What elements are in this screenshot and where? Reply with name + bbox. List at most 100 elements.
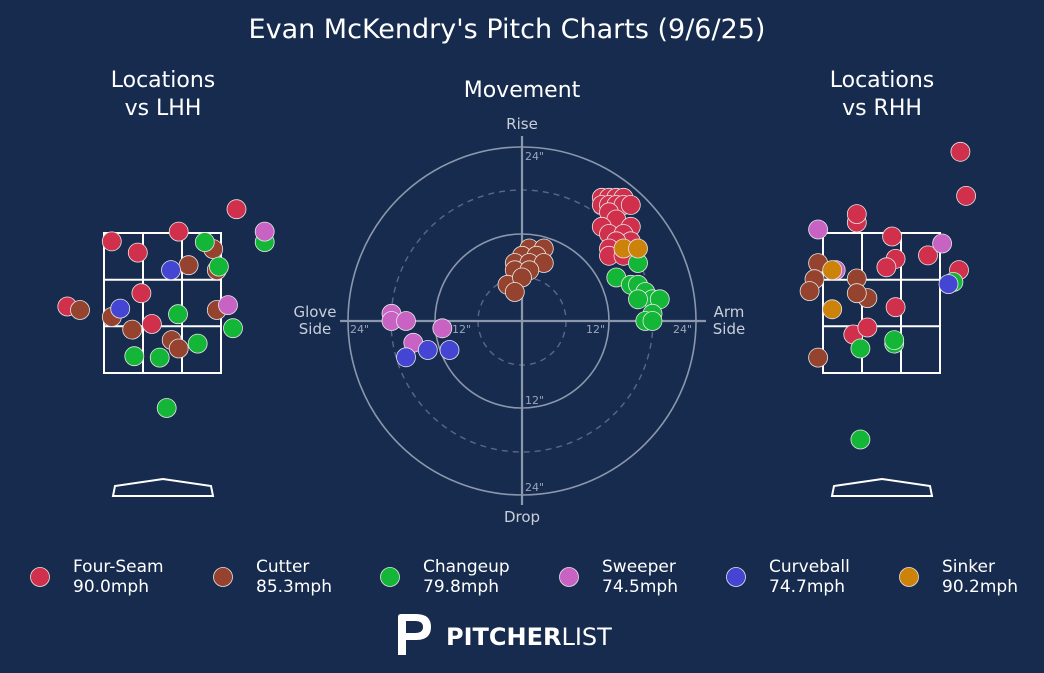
lhh-point-four-seam	[141, 314, 162, 334]
axis-label-arm-line2: Side	[713, 320, 745, 338]
movement-point-cutter	[504, 282, 525, 302]
ring-label-right-24: 24"	[673, 323, 692, 336]
lhh-point-four-seam	[127, 242, 148, 263]
movement-points	[381, 187, 670, 368]
lhh-point-changeup	[194, 232, 215, 253]
lhh-point-cutter	[168, 338, 189, 359]
legend-label-sweeper: Sweeper	[602, 557, 676, 577]
movement-point-four-seam	[620, 195, 641, 215]
legend-swatch-four-seam	[30, 567, 50, 587]
lhh-point-changeup	[156, 398, 177, 418]
rhh-point-cutter	[846, 283, 867, 304]
rhh-point-sweeper	[932, 233, 952, 254]
rhh-location-points	[799, 141, 976, 450]
lhh-point-four-seam	[168, 221, 189, 242]
lhh-point-four-seam	[131, 283, 152, 304]
lhh-point-four-seam	[101, 231, 122, 252]
lhh-point-changeup	[124, 346, 145, 367]
legend-swatch-cutter	[213, 567, 233, 587]
legend-label-changeup: Changeup	[423, 557, 510, 577]
lhh-point-cutter	[70, 300, 90, 320]
rhh-panel-title-line1: Locations	[830, 68, 935, 93]
rhh-point-four-seam	[876, 257, 897, 278]
rhh-point-sinker	[822, 260, 843, 281]
rhh-point-four-seam	[846, 204, 867, 225]
legend-swatch-sinker	[899, 567, 919, 587]
lhh-point-cutter	[122, 319, 143, 340]
lhh-point-sweeper	[254, 221, 275, 242]
legend-label-sinker: Sinker	[942, 557, 995, 577]
ring-label-right-12: 12"	[586, 323, 605, 336]
rhh-point-cutter	[808, 347, 828, 368]
ring-label-bottom-24: 24"	[525, 481, 544, 494]
ring-label-bottom-12: 12"	[525, 394, 544, 407]
movement-plot: Rise Drop Glove Side Arm Side 24" 12" 24…	[293, 115, 745, 526]
lhh-point-curveball	[161, 260, 181, 281]
rhh-point-four-seam	[857, 317, 878, 338]
lhh-panel-title-line1: Locations	[111, 68, 216, 93]
axis-label-glove-line1: Glove	[293, 303, 336, 321]
lhh-panel-title-line2: vs LHH	[125, 96, 202, 121]
lhh-location-points	[57, 199, 275, 418]
legend-speed-four-seam: 90.0mph	[73, 577, 149, 597]
lhh-point-changeup	[149, 347, 170, 368]
lhh-home-plate	[111, 477, 215, 497]
movement-panel-title: Movement	[464, 78, 581, 103]
rhh-point-four-seam	[918, 245, 938, 266]
movement-point-curveball	[396, 347, 416, 368]
rhh-point-changeup	[884, 330, 905, 351]
rhh-point-cutter	[799, 281, 820, 302]
axis-label-arm-line1: Arm	[714, 303, 745, 321]
pitcherlist-logo: PITCHERLIST	[398, 614, 612, 655]
legend-label-four-seam: Four-Seam	[73, 557, 164, 577]
rhh-point-four-seam	[950, 141, 971, 162]
rhh-point-four-seam	[956, 185, 976, 206]
movement-point-sweeper	[396, 311, 416, 331]
ring-label-left-12: 12"	[452, 323, 471, 336]
movement-point-changeup	[642, 311, 663, 331]
lhh-point-changeup	[187, 333, 208, 354]
rhh-point-sinker	[822, 299, 843, 320]
lhh-point-changeup	[223, 318, 243, 339]
legend-speed-cutter: 85.3mph	[256, 577, 332, 597]
axis-label-drop: Drop	[504, 508, 540, 526]
chart-title: Evan McKendry's Pitch Charts (9/6/25)	[249, 14, 766, 45]
rhh-point-changeup	[850, 338, 871, 359]
axis-label-rise: Rise	[506, 115, 538, 133]
legend-speed-sweeper: 74.5mph	[602, 577, 678, 597]
logo-text-bold: PITCHERLIST	[446, 623, 612, 651]
movement-point-sweeper	[432, 318, 453, 339]
lhh-point-sweeper	[218, 295, 238, 316]
lhh-point-curveball	[110, 298, 131, 319]
legend-swatch-changeup	[380, 567, 400, 587]
legend-speed-curveball: 74.7mph	[769, 577, 845, 597]
rhh-home-plate	[830, 477, 934, 497]
movement-point-changeup	[628, 289, 648, 310]
legend-swatch-sweeper	[559, 567, 579, 587]
lhh-point-changeup	[208, 256, 229, 277]
legend-swatch-curveball	[726, 567, 746, 587]
axis-label-glove-line2: Side	[299, 320, 331, 338]
legend-speed-changeup: 79.8mph	[423, 577, 499, 597]
rhh-panel-title-line2: vs RHH	[842, 96, 922, 121]
movement-point-curveball	[439, 340, 460, 360]
rhh-point-four-seam	[885, 297, 906, 318]
pitcherlist-p-icon	[398, 614, 431, 655]
ring-label-left-24: 24"	[350, 323, 369, 336]
movement-point-curveball	[417, 340, 438, 360]
legend-label-curveball: Curveball	[769, 557, 850, 577]
lhh-point-changeup	[168, 304, 188, 325]
rhh-point-four-seam	[882, 226, 902, 247]
ring-label-top-24: 24"	[525, 150, 544, 163]
legend-speed-sinker: 90.2mph	[942, 577, 1018, 597]
movement-point-sinker	[628, 238, 648, 259]
lhh-point-cutter	[178, 255, 199, 276]
